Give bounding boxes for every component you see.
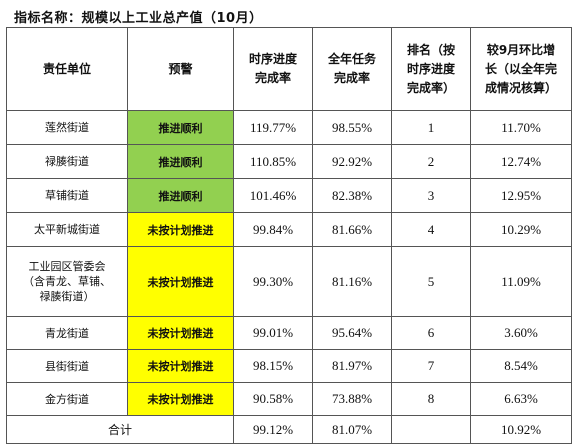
header-schedule-rate-line: 时序进度 [248, 52, 297, 66]
mom-growth-cell: 8.54% [470, 349, 572, 383]
header-warning-text: 预警 [168, 61, 193, 76]
unit-name: 青龙街道 [45, 326, 89, 340]
table-row: 工业园区管委会 （含青龙、草铺、 禄腠街道） 未按计划推进 99.30% 81.… [6, 246, 572, 317]
mom-growth-cell: 6.63% [470, 382, 572, 416]
warning-cell: 未按计划推进 [127, 349, 234, 383]
header-annual-rate-line: 完成率 [333, 71, 370, 85]
unit-name: 禄腠街道 [45, 155, 89, 168]
mom-growth-cell: 12.95% [470, 178, 572, 213]
header-mom-growth-line: 较9月环比增 [486, 42, 556, 57]
rank-cell: 1 [391, 110, 471, 145]
header-rank-line: 时序进度 [406, 61, 455, 76]
warning-cell: 推进顺利 [127, 144, 234, 179]
schedule-rate-cell: 99.84% [233, 212, 313, 247]
header-unit: 责任单位 [6, 27, 128, 111]
mom-growth-cell: 10.29% [470, 212, 572, 247]
schedule-rate-cell: 98.15% [233, 349, 313, 383]
annual-rate-cell: 98.55% [312, 110, 392, 145]
table-row: 莲然街道 推进顺利 119.77% 98.55% 1 11.70% [6, 110, 572, 145]
warning-cell: 未按计划推进 [127, 382, 234, 416]
mom-growth-cell: 3.60% [470, 316, 572, 350]
mom-growth-cell: 12.74% [470, 144, 572, 179]
unit-cell: 县街街道 [6, 349, 128, 383]
annual-rate-cell: 95.64% [312, 316, 392, 350]
schedule-rate-cell: 99.01% [233, 316, 313, 350]
unit-name: 莲然街道 [45, 121, 89, 134]
warning-cell: 未按计划推进 [127, 316, 234, 350]
annual-rate-cell: 81.97% [312, 349, 392, 383]
total-row: 合计 99.12% 81.07% 10.92% [6, 415, 572, 444]
page-title: 指标名称：规模以上工业总产值（10月） [14, 11, 263, 26]
header-row: 责任单位 预警 时序进度 完成率 全年任务 完成率 排名（按 时序进度 完成率）… [6, 27, 572, 111]
annual-rate-cell: 73.88% [312, 382, 392, 416]
rank-cell: 6 [391, 316, 471, 350]
table-row: 青龙街道 未按计划推进 99.01% 95.64% 6 3.60% [6, 316, 572, 350]
header-annual-rate-line: 全年任务 [327, 52, 376, 66]
header-warning: 预警 [127, 27, 234, 111]
table-row: 草铺街道 推进顺利 101.46% 82.38% 3 12.95% [6, 178, 572, 213]
annual-rate-cell: 92.92% [312, 144, 392, 179]
warning-cell: 未按计划推进 [127, 246, 234, 317]
schedule-rate-cell: 90.58% [233, 382, 313, 416]
header-mom-growth-line: 长（以全年完 [484, 61, 557, 76]
header-schedule-rate-line: 完成率 [254, 71, 291, 85]
unit-cell: 青龙街道 [6, 316, 128, 350]
warning-cell: 推进顺利 [127, 110, 234, 145]
header-rank-line: 排名（按 [406, 42, 455, 57]
table-row: 禄腠街道 推进顺利 110.85% 92.92% 2 12.74% [6, 144, 572, 179]
unit-cell: 金方街道 [6, 382, 128, 416]
total-rank-empty [391, 415, 471, 444]
unit-name-line: 工业园区管委会 [28, 260, 106, 273]
total-mom-growth: 10.92% [470, 415, 572, 444]
unit-name: 草铺街道 [45, 189, 89, 202]
unit-cell: 太平新城街道 [6, 212, 128, 247]
warning-cell: 未按计划推进 [127, 212, 234, 247]
rank-cell: 8 [391, 382, 471, 416]
unit-name-line: 禄腠街道） [39, 290, 95, 303]
schedule-rate-cell: 110.85% [233, 144, 313, 179]
warning-cell: 推进顺利 [127, 178, 234, 213]
header-rank-line: 完成率） [406, 80, 455, 95]
header-schedule-rate: 时序进度 完成率 [233, 27, 313, 111]
rank-cell: 3 [391, 178, 471, 213]
unit-name-line: （含青龙、草铺、 [23, 275, 111, 288]
header-rank: 排名（按 时序进度 完成率） [391, 27, 471, 111]
mom-growth-cell: 11.70% [470, 110, 572, 145]
unit-name: 太平新城街道 [34, 223, 100, 236]
rank-cell: 4 [391, 212, 471, 247]
mom-growth-cell: 11.09% [470, 246, 572, 317]
unit-name: 金方街道 [45, 392, 89, 406]
annual-rate-cell: 81.66% [312, 212, 392, 247]
unit-cell: 工业园区管委会 （含青龙、草铺、 禄腠街道） [6, 246, 128, 317]
header-mom-growth: 较9月环比增 长（以全年完 成情况核算） [470, 27, 572, 111]
header-annual-rate: 全年任务 完成率 [312, 27, 392, 111]
progress-table: 责任单位 预警 时序进度 完成率 全年任务 完成率 排名（按 时序进度 完成率）… [6, 27, 572, 444]
table-row: 太平新城街道 未按计划推进 99.84% 81.66% 4 10.29% [6, 212, 572, 247]
annual-rate-cell: 81.16% [312, 246, 392, 317]
total-annual-rate: 81.07% [312, 415, 392, 444]
total-label: 合计 [6, 415, 234, 444]
schedule-rate-cell: 119.77% [233, 110, 313, 145]
schedule-rate-cell: 99.30% [233, 246, 313, 317]
total-schedule-rate: 99.12% [233, 415, 313, 444]
header-unit-text: 责任单位 [42, 61, 91, 76]
unit-cell: 草铺街道 [6, 178, 128, 213]
table-row: 县街街道 未按计划推进 98.15% 81.97% 7 8.54% [6, 349, 572, 383]
schedule-rate-cell: 101.46% [233, 178, 313, 213]
rank-cell: 7 [391, 349, 471, 383]
header-mom-growth-line: 成情况核算） [484, 80, 557, 95]
unit-cell: 禄腠街道 [6, 144, 128, 179]
unit-name: 县街街道 [45, 359, 89, 373]
rank-cell: 2 [391, 144, 471, 179]
unit-cell: 莲然街道 [6, 110, 128, 145]
table-row: 金方街道 未按计划推进 90.58% 73.88% 8 6.63% [6, 382, 572, 416]
rank-cell: 5 [391, 246, 471, 317]
annual-rate-cell: 82.38% [312, 178, 392, 213]
